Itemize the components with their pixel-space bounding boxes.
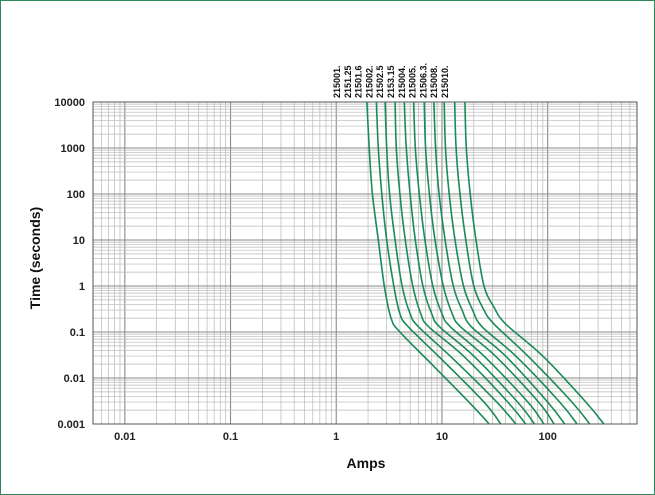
y-tick-label: 1 — [79, 281, 85, 293]
series-label: 21502.5 — [375, 65, 385, 98]
y-axis-label: Time (seconds) — [27, 207, 43, 309]
curve-215004. — [423, 101, 555, 425]
curves — [366, 101, 605, 425]
x-tick-label: 1 — [333, 431, 339, 443]
series-labels: 215001. 2151.25 21501.6 215002. 21502.5 2153.… — [332, 63, 450, 98]
plot-border — [92, 101, 638, 425]
grid — [92, 102, 638, 425]
curve-215002. — [394, 101, 527, 425]
series-label: 215008. — [429, 65, 439, 98]
y-tick-label: 10000 — [54, 97, 85, 109]
x-tick-label: 0.01 — [114, 431, 135, 443]
tick-labels: 0.01 0.1 1 10 100 0.001 0.01 0.1 1 10 100 1000 10000 — [54, 97, 556, 443]
curve-215008. — [453, 101, 591, 425]
curve-215001. — [366, 101, 490, 425]
series-label: 21506.3. — [418, 63, 428, 98]
curve-215010. — [464, 101, 605, 425]
y-tick-label: 0.01 — [64, 373, 85, 385]
curve-21506.3. — [443, 101, 578, 425]
x-tick-label: 0.1 — [223, 431, 238, 443]
series-label: 215005. — [408, 65, 418, 98]
curve-2151.25 — [375, 101, 502, 425]
series-label: 215002. — [364, 65, 374, 98]
curve-2153.15 — [412, 101, 545, 425]
x-tick-label: 100 — [538, 431, 556, 443]
series-label: 2151.25 — [343, 65, 353, 98]
y-tick-label: 10 — [73, 235, 85, 247]
x-tick-label: 10 — [436, 431, 448, 443]
series-label: 2153.15 — [386, 65, 396, 98]
series-label: 215010. — [440, 65, 450, 98]
y-tick-label: 0.1 — [70, 327, 85, 339]
y-tick-label: 1000 — [61, 143, 85, 155]
series-label: 215004. — [397, 65, 407, 98]
y-tick-label: 0.001 — [57, 419, 85, 431]
curve-215005. — [433, 101, 566, 425]
series-label: 21501.6 — [354, 65, 364, 98]
series-label: 215001. — [332, 65, 342, 98]
x-axis-label: Amps — [347, 455, 386, 471]
curve-21502.5 — [403, 101, 536, 425]
y-tick-label: 100 — [67, 189, 85, 201]
curve-21501.6 — [384, 101, 517, 425]
